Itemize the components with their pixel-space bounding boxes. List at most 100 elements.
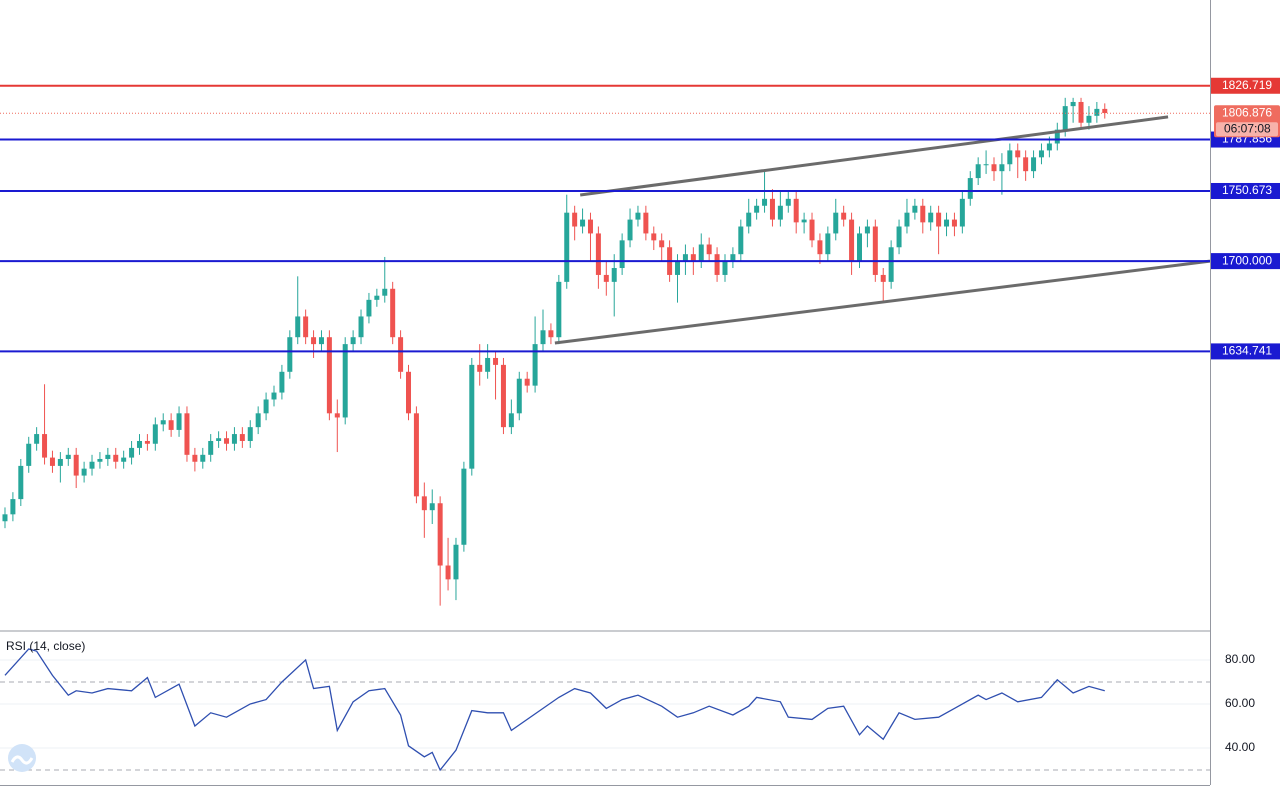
candle-body xyxy=(595,233,601,275)
candle-body xyxy=(406,371,412,414)
candle-body xyxy=(136,440,142,448)
logo-wave[interactable] xyxy=(10,755,34,765)
candle-body xyxy=(105,454,111,459)
candle-body xyxy=(57,458,63,466)
candle-body xyxy=(1086,115,1092,123)
candle-body xyxy=(18,465,24,500)
candle-body xyxy=(89,461,95,469)
candle-body xyxy=(532,344,538,386)
candle-body xyxy=(271,392,277,400)
candle-body xyxy=(928,212,934,223)
candle-body xyxy=(856,233,862,262)
candle-body xyxy=(817,240,823,255)
candle-body xyxy=(1078,101,1084,123)
candle-body xyxy=(113,454,119,462)
candle-body xyxy=(334,413,340,418)
candle-body xyxy=(477,364,483,372)
candle-body xyxy=(564,212,570,282)
grid-layer xyxy=(0,659,1210,749)
candle-body xyxy=(121,457,127,462)
candle-body xyxy=(342,344,348,418)
logo[interactable] xyxy=(8,744,36,772)
candle-body xyxy=(65,454,71,459)
candle-body xyxy=(279,371,285,393)
candle-body xyxy=(318,337,324,345)
candle-body xyxy=(833,212,839,234)
candle-body xyxy=(603,274,609,282)
candle-body xyxy=(247,427,253,441)
candle-body xyxy=(184,413,190,455)
candle-body xyxy=(675,261,681,275)
candle-body xyxy=(690,254,696,262)
y-tick-label: 80.00 xyxy=(1225,652,1255,666)
candle-body xyxy=(1054,129,1060,144)
candle-body xyxy=(762,198,768,206)
candle-body xyxy=(224,438,230,444)
candle-body xyxy=(2,514,8,522)
candle-body xyxy=(326,337,332,414)
candle-body xyxy=(1023,157,1029,172)
candle-body xyxy=(959,198,965,227)
rsi-line xyxy=(4,648,1105,772)
candle-body xyxy=(453,544,459,580)
y-tick-label: 40.00 xyxy=(1225,740,1255,754)
candle-body xyxy=(208,440,214,455)
candle-body xyxy=(350,337,356,345)
level-label: 1750.673 xyxy=(1222,183,1272,197)
candle-body xyxy=(975,164,981,179)
candle-body xyxy=(390,288,396,338)
candle-body xyxy=(864,226,870,234)
candle-body xyxy=(34,434,40,444)
candle-body xyxy=(904,212,910,227)
candle-body xyxy=(785,198,791,206)
candle-body xyxy=(793,198,799,223)
candle-body xyxy=(421,496,427,511)
candle-body xyxy=(176,413,182,430)
candle-body xyxy=(398,337,404,372)
candle-body xyxy=(366,299,372,317)
candle-body xyxy=(287,337,293,372)
level-label: 1826.719 xyxy=(1222,78,1272,92)
candle-body xyxy=(556,281,562,338)
trend-line xyxy=(554,259,1211,345)
candle-body xyxy=(295,316,301,338)
level-label-box xyxy=(1211,343,1280,360)
candle-body xyxy=(168,420,174,430)
level-label-box xyxy=(1211,253,1280,270)
candle-body xyxy=(445,565,451,580)
candle-body xyxy=(754,205,760,213)
candle-body xyxy=(216,438,222,441)
candle-body xyxy=(825,233,831,255)
candle-body xyxy=(619,240,625,269)
candle-body xyxy=(888,247,894,282)
candle-body xyxy=(1046,143,1052,151)
candle-body xyxy=(524,378,530,386)
candle-body xyxy=(81,468,87,476)
candle-body xyxy=(461,468,467,545)
candle-body xyxy=(548,330,554,338)
candle-body xyxy=(801,219,807,223)
candle-body xyxy=(1015,150,1021,158)
candle-body xyxy=(1094,108,1100,116)
candle-body xyxy=(951,219,957,227)
candle-body xyxy=(880,274,886,282)
marks-layer xyxy=(0,84,1211,772)
candle-body xyxy=(437,503,443,566)
candle-body xyxy=(587,219,593,234)
candle-body xyxy=(698,244,704,262)
candle-body xyxy=(485,357,491,372)
candle-body xyxy=(872,226,878,275)
candle-body xyxy=(738,226,744,255)
candle-body xyxy=(263,399,269,414)
candle-body xyxy=(896,226,902,248)
candle-body xyxy=(1102,108,1108,114)
countdown-label: 06:07:08 xyxy=(1224,121,1271,135)
candle-body xyxy=(493,357,499,365)
candle-body xyxy=(841,212,847,220)
candle-body xyxy=(303,316,309,338)
candle-body xyxy=(255,413,261,428)
candle-body xyxy=(500,364,506,428)
candle-body xyxy=(97,458,103,462)
candle-body xyxy=(809,219,815,241)
